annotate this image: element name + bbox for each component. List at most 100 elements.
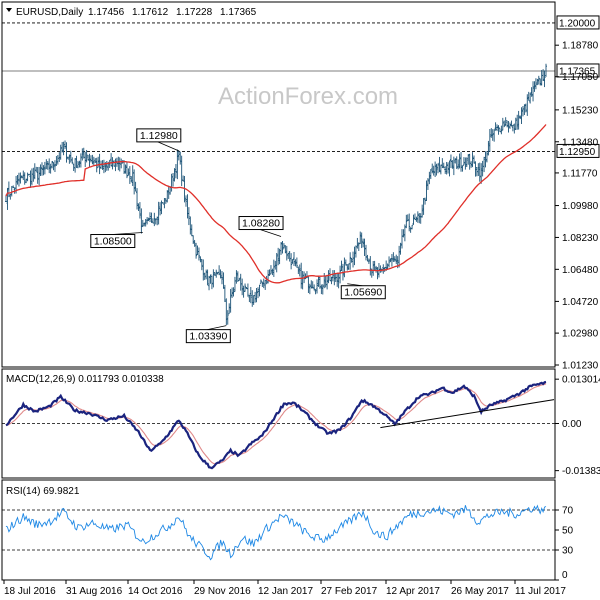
ohlc-bar [157,201,160,225]
ohlc-bar [389,258,392,263]
ohlc-bar [406,214,409,221]
ohlc-bar [127,168,130,176]
x-tick-label: 14 Oct 2016 [128,586,183,597]
annotation-box [340,285,386,300]
ohlc-bar [448,160,451,177]
ohlc-bar [7,181,10,198]
level-label-box [556,143,600,158]
ohlc-bar [138,202,141,219]
ohlc-bar [241,278,244,296]
ohlc-bar [125,161,128,179]
ohlc-bar [228,303,231,315]
price-annotation: 1.08500 [90,232,143,249]
ohlc-bar [209,274,212,284]
ohlc-bar [457,159,460,170]
ohlc-bar [225,298,228,326]
ohlc-bar [473,155,475,164]
y-tick-label: 1.18780 [562,41,599,52]
ohlc-bar [192,235,195,244]
ohlc-bar [298,264,301,277]
ohlc-bar [159,202,162,216]
ohlc-bar [26,172,29,182]
ohlc-bar [131,165,134,186]
ohlc-bar [72,163,75,172]
ohlc-bar [375,265,378,273]
ohlc-bar [39,164,42,176]
ohlc-bar [470,161,473,168]
ohlc-bar [376,267,379,280]
ohlc-bar [187,207,190,226]
x-tick-label: 29 Nov 2016 [194,586,251,597]
ohlc-bar [326,274,329,290]
ohlc-bar [464,157,467,170]
ohlc-bar [313,284,316,291]
ohlc-bar [488,129,491,152]
ohlc-bar [451,160,454,169]
rsi-y-tick-label: 70 [562,506,574,517]
ohlc-bar [300,262,303,289]
ohlc-bar [172,173,175,187]
ohlc-bar [372,260,375,276]
ohlc-bar [215,269,218,278]
ohlc-bar [258,284,261,297]
ohlc-bar [149,212,151,223]
macd-header: MACD(12,26,9) 0.011793 0.010338 [6,374,164,385]
ohlc-bar [491,129,494,141]
ohlc-bar [501,117,504,131]
ohlc-bar [444,166,447,174]
ohlc-bar [318,277,321,289]
ohlc-bar [259,279,262,284]
ohlc-bar [164,198,167,204]
ohlc-bar [269,265,272,275]
ohlc-bar [369,256,372,276]
ohlc-bar [35,166,38,172]
ohlc-bar [195,242,198,259]
ohlc-bar [360,232,363,249]
level-label: 1.17365 [559,66,596,77]
ohlc-bar [428,171,431,185]
ohlc-bar [38,166,41,186]
ohlc-bar [206,269,209,286]
ohlc-bar [267,269,270,284]
annotation-box [90,234,136,249]
ohlc-bar [288,251,291,262]
price-annotation: 1.03390 [185,325,231,344]
annotation-pointer [157,141,179,152]
ohlc-bar [362,238,365,248]
ohlc-bar [66,156,69,160]
ohlc-bar [363,238,366,256]
ohlc-bar [471,152,474,168]
ohlc-bar [314,289,317,295]
level-label-box [556,15,600,30]
macd-line [5,380,547,470]
ohlc-bar [81,148,84,161]
annotation-label: 1.05690 [344,287,382,299]
rsi-y-tick-label: 30 [562,546,574,557]
ohlc-bar [102,159,105,174]
ohlc-bar [425,180,428,201]
dropdown-triangle-icon [6,8,12,12]
ohlc-bar [19,172,22,184]
ohlc-bar [458,153,461,169]
ohlc-bar [281,241,284,254]
ohlc-bar [346,264,349,271]
ohlc-bar [255,288,258,303]
ohlc-bar [62,141,65,156]
ohlc-bar [244,283,247,292]
ohlc-bar [210,275,213,290]
ohlc-bar [136,188,139,210]
ohlc-bar [316,279,319,294]
ohlc-bar [144,219,147,227]
ohlc-bar [301,270,304,290]
ohlc-bar [176,149,179,180]
rsi-header: RSI(14) 69.9821 [6,486,80,497]
ohlc-bar [462,157,465,166]
ohlc-bar [474,161,477,177]
x-tick-label: 12 Apr 2017 [386,586,440,597]
ohlc-bar [487,140,490,156]
ohlc-bar [262,278,265,289]
ohlc-bar [516,114,519,130]
ohlc-bar [200,258,203,271]
ohlc-bar [193,239,196,247]
ohlc-bar [163,198,166,209]
